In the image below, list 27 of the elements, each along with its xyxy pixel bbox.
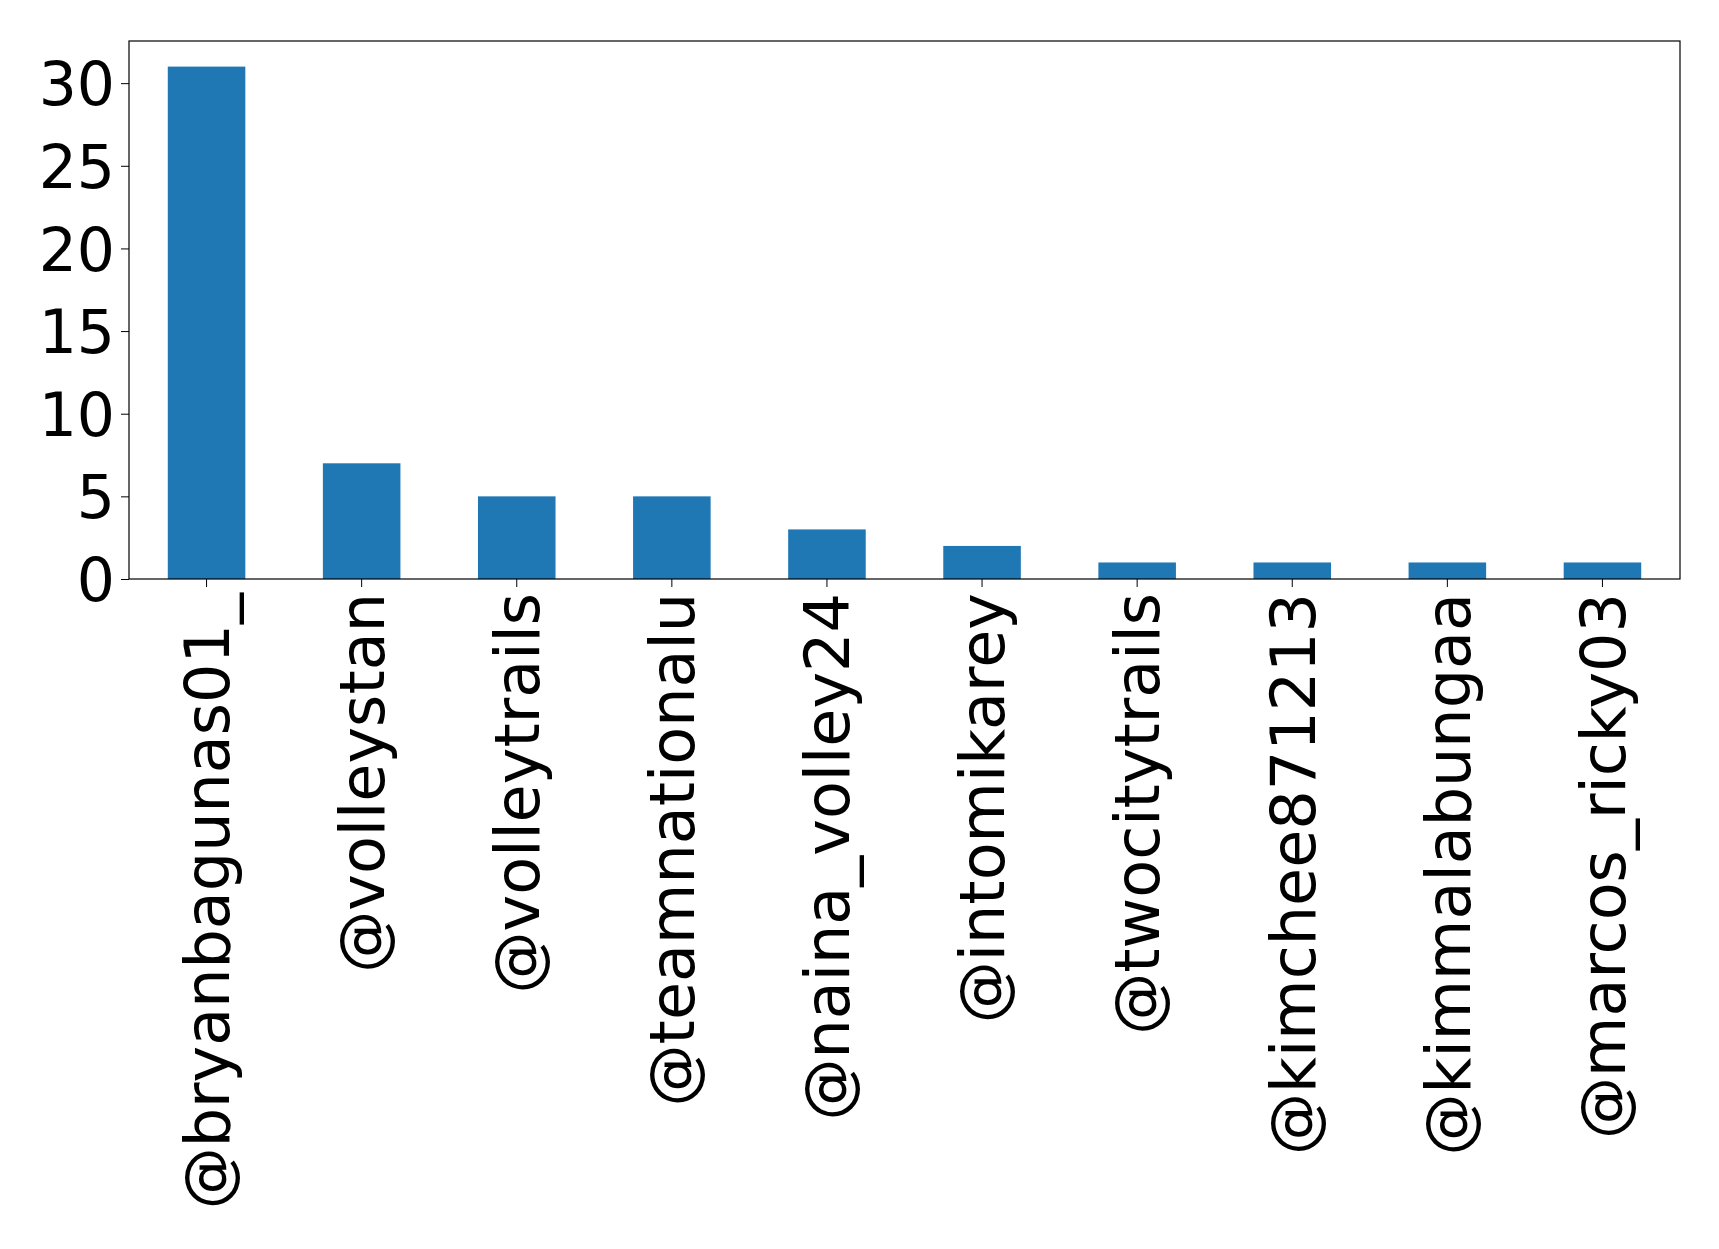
bar bbox=[788, 529, 866, 579]
x-tick-label: @marcos_ricky03 bbox=[1566, 593, 1640, 1139]
x-tick-label: @volleystan bbox=[325, 593, 399, 973]
y-tick-label: 25 bbox=[38, 131, 115, 202]
bar bbox=[1563, 562, 1642, 579]
y-tick-label: 10 bbox=[38, 379, 115, 450]
x-tick-label: @twocitytrails bbox=[1101, 593, 1175, 1035]
x-tick-label: @naina_volley24 bbox=[791, 593, 865, 1121]
y-tick-label: 15 bbox=[38, 297, 115, 368]
bar bbox=[1408, 562, 1487, 579]
x-tick-label: @bryanbagunas01_ bbox=[170, 592, 244, 1210]
x-tick-label: @intomikarey bbox=[946, 593, 1020, 1024]
bar bbox=[1253, 562, 1332, 579]
bar bbox=[943, 545, 1021, 579]
x-tick-label: @kimchee871213 bbox=[1256, 593, 1330, 1155]
x-tick-label: @teamnationalu bbox=[636, 593, 710, 1107]
x-tick-label: @kimmalabungaa bbox=[1411, 593, 1485, 1156]
bar bbox=[167, 66, 246, 579]
bar bbox=[322, 463, 401, 579]
y-tick-label: 5 bbox=[76, 462, 115, 533]
y-tick-label: 30 bbox=[38, 49, 115, 120]
y-tick-label: 0 bbox=[76, 545, 115, 616]
y-tick-label: 20 bbox=[38, 214, 115, 285]
bar bbox=[633, 496, 711, 579]
x-tick-label: @volleytrails bbox=[481, 593, 555, 994]
bar bbox=[1098, 562, 1176, 579]
bar bbox=[477, 496, 556, 579]
